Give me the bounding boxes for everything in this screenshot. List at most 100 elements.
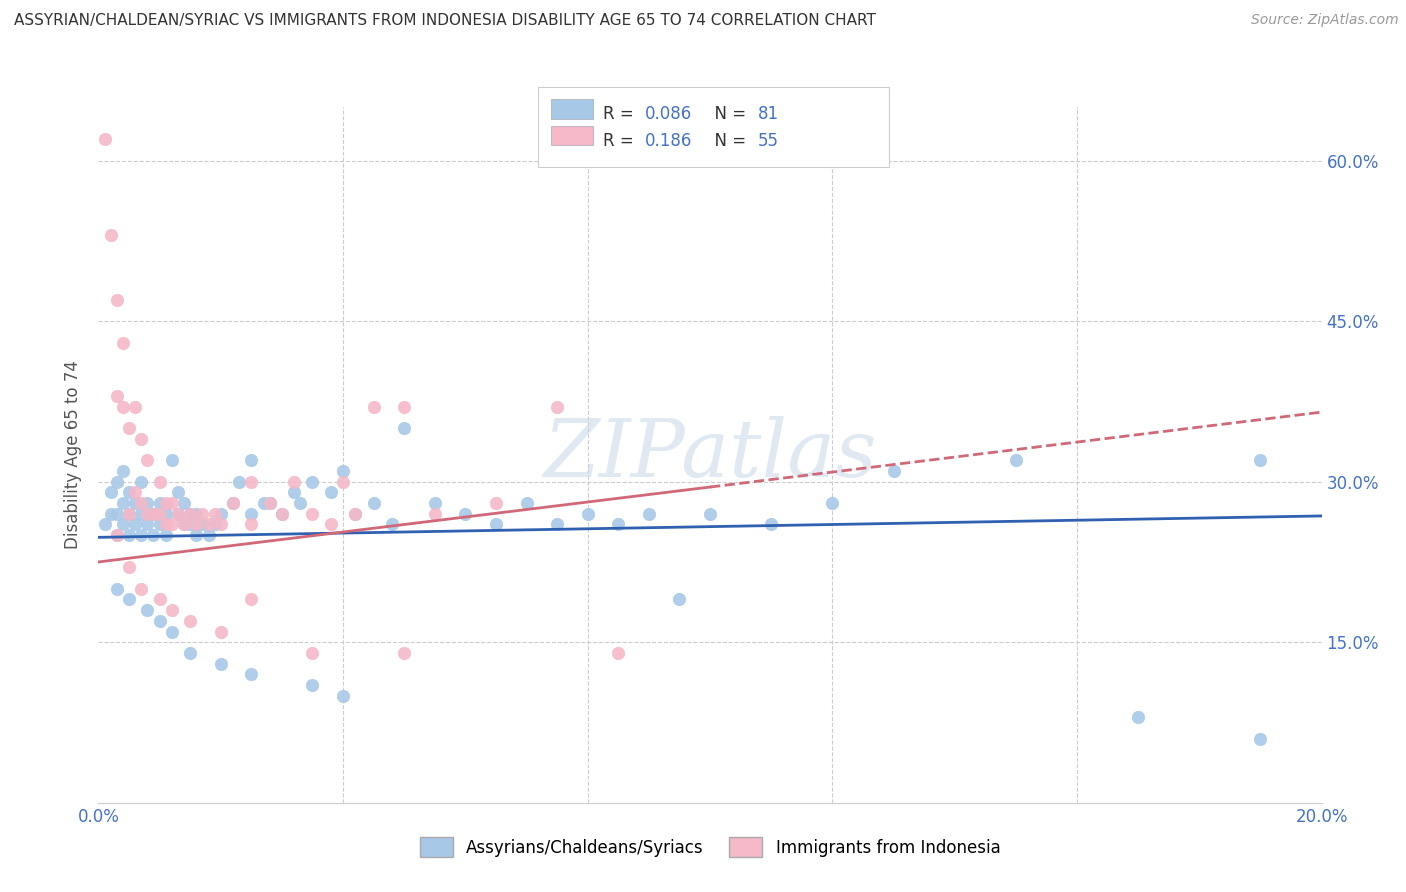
Point [191, 507, 214, 521]
Text: ASSYRIAN/CHALDEAN/SYRIAC VS IMMIGRANTS FROM INDONESIA DISABILITY AGE 65 TO 74 CO: ASSYRIAN/CHALDEAN/SYRIAC VS IMMIGRANTS F… [14, 13, 876, 29]
Point [100, 485, 122, 500]
Point [332, 464, 354, 478]
Point [105, 528, 128, 542]
Point [129, 496, 152, 510]
Point [546, 517, 568, 532]
Point [637, 507, 661, 521]
Point [222, 496, 245, 510]
Point [423, 496, 446, 510]
Point [136, 603, 159, 617]
Point [173, 517, 195, 532]
Point [485, 496, 508, 510]
Point [1004, 453, 1026, 467]
Point [155, 507, 177, 521]
Point [301, 646, 323, 660]
Point [160, 603, 183, 617]
Point [392, 400, 416, 414]
Point [240, 592, 263, 607]
Text: N =: N = [704, 132, 752, 150]
Point [118, 592, 141, 607]
Point [576, 507, 599, 521]
Point [381, 517, 404, 532]
Point [136, 496, 159, 510]
Point [129, 582, 152, 596]
Point [454, 507, 477, 521]
Point [124, 496, 146, 510]
Point [100, 228, 122, 243]
Point [105, 293, 128, 307]
Point [173, 517, 195, 532]
Point [191, 517, 214, 532]
Point [204, 507, 226, 521]
Point [105, 389, 128, 403]
Point [209, 517, 232, 532]
Point [1249, 731, 1271, 746]
Point [129, 528, 152, 542]
Point [118, 507, 141, 521]
Point [167, 485, 190, 500]
Point [259, 496, 281, 510]
Point [301, 507, 323, 521]
Point [1128, 710, 1150, 724]
Point [222, 496, 245, 510]
Point [124, 485, 146, 500]
Point [179, 614, 201, 628]
Point [155, 496, 177, 510]
Point [240, 453, 263, 467]
Point [167, 507, 190, 521]
Point [607, 646, 630, 660]
Point [209, 657, 232, 671]
Point [332, 689, 354, 703]
Point [142, 507, 165, 521]
Point [186, 517, 208, 532]
Point [160, 453, 183, 467]
Point [186, 528, 208, 542]
Point [699, 507, 721, 521]
Point [149, 592, 172, 607]
Point [179, 517, 201, 532]
Point [240, 517, 263, 532]
Point [105, 507, 128, 521]
Point [485, 517, 508, 532]
Point [546, 400, 568, 414]
Point [149, 475, 172, 489]
Point [270, 507, 292, 521]
Point [160, 496, 183, 510]
Point [160, 624, 183, 639]
Text: R =: R = [603, 132, 640, 150]
Point [111, 496, 134, 510]
Text: ZIPatlas: ZIPatlas [543, 417, 877, 493]
Point [129, 475, 152, 489]
Point [155, 517, 177, 532]
Point [344, 507, 367, 521]
Point [105, 582, 128, 596]
Point [240, 667, 263, 681]
Point [301, 678, 323, 692]
Text: 0.086: 0.086 [645, 105, 693, 123]
Point [124, 517, 146, 532]
Point [607, 517, 630, 532]
Point [883, 464, 905, 478]
Point [142, 528, 165, 542]
Point [516, 496, 538, 510]
Point [363, 400, 385, 414]
Point [301, 475, 323, 489]
Point [160, 517, 183, 532]
Point [111, 335, 134, 350]
Y-axis label: Disability Age 65 to 74: Disability Age 65 to 74 [63, 360, 82, 549]
Point [197, 517, 219, 532]
Point [136, 507, 159, 521]
Text: Source: ZipAtlas.com: Source: ZipAtlas.com [1251, 13, 1399, 28]
Legend: Assyrians/Chaldeans/Syriacs, Immigrants from Indonesia: Assyrians/Chaldeans/Syriacs, Immigrants … [413, 830, 1007, 864]
Point [319, 517, 342, 532]
Point [179, 507, 201, 521]
Text: 0.186: 0.186 [645, 132, 693, 150]
Point [240, 475, 263, 489]
Point [204, 517, 226, 532]
Point [332, 475, 354, 489]
Point [149, 614, 172, 628]
Point [155, 528, 177, 542]
Text: 81: 81 [758, 105, 779, 123]
Point [118, 485, 141, 500]
Point [93, 517, 115, 532]
